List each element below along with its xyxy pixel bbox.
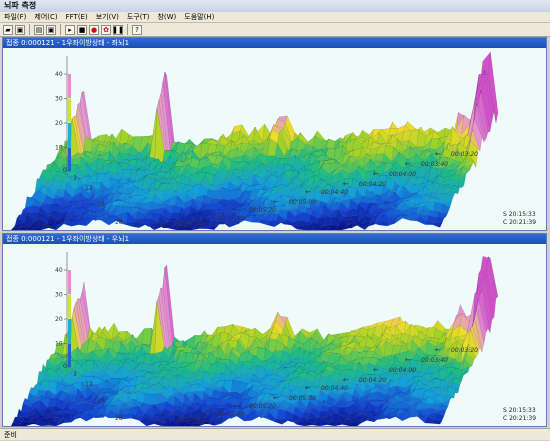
color-scale-swatch	[68, 343, 71, 368]
time-tick-label: 00:03:20	[451, 151, 478, 158]
menu-fft[interactable]: FFT(E)	[65, 13, 88, 21]
start-time-stamp: S 20:15:33	[503, 211, 536, 218]
menu-view[interactable]: 보기(V)	[95, 13, 119, 21]
time-tick-label: 00:04:20	[359, 377, 386, 384]
time-tick-label: 00:05:00	[289, 199, 316, 206]
pause-icon[interactable]: ❚❚	[112, 24, 124, 35]
frequency-tick-label: 12	[85, 185, 93, 192]
frequency-tick-label: 0	[63, 167, 67, 174]
amplitude-tick-label: 40	[55, 267, 63, 274]
time-arrow-icon: ←	[373, 170, 379, 178]
time-tick-label: 00:05:20	[249, 207, 276, 214]
time-arrow-icon: ←	[161, 416, 167, 424]
time-arrow-icon: ←	[233, 402, 239, 410]
menu-control[interactable]: 제어(C)	[34, 13, 58, 21]
time-arrow-icon: ←	[273, 394, 279, 402]
time-arrow-icon: ←	[233, 206, 239, 214]
window-title: 뇌파 측정	[0, 0, 550, 12]
current-time-stamp: C 20:21:39	[503, 415, 536, 422]
play-icon[interactable]: ▸	[65, 24, 75, 35]
time-arrow-icon: ←	[343, 180, 349, 188]
time-tick-label: 00:04:20	[359, 181, 386, 188]
color-scale-swatch	[68, 270, 71, 294]
menu-tools[interactable]: 도구(T)	[126, 13, 150, 21]
menu-help[interactable]: 도움말(H)	[184, 13, 215, 21]
time-tick-label: 00:05:00	[289, 395, 316, 402]
frequency-tick-label: 16	[97, 201, 105, 208]
amplitude-tick-label: 30	[55, 292, 63, 299]
frequency-tick-label: 3	[73, 175, 77, 182]
time-tick-label: 00:06:00	[177, 221, 204, 228]
amplitude-tick-label: 10	[55, 341, 63, 348]
help-icon[interactable]: ?	[132, 24, 142, 35]
time-tick-label: 00:05:20	[249, 403, 276, 410]
color-scale-swatch	[68, 319, 71, 343]
stop-icon[interactable]: ■	[77, 24, 87, 35]
time-arrow-icon: ←	[343, 376, 349, 384]
color-scale-swatch	[68, 98, 71, 123]
start-time-stamp: S 20:15:33	[503, 407, 536, 414]
toolbar-separator	[127, 24, 128, 35]
panel-title: 접종 0:000121 - 1우좌이방상태 - 좌뇌1	[3, 38, 546, 48]
toolbar: ▰ ▣ ▤ ▣ ▸ ■ ● ✿ ❚❚ ?	[0, 23, 550, 37]
time-tick-label: 00:04:00	[389, 367, 416, 374]
time-tick-label: 00:04:40	[321, 189, 348, 196]
color-scale-swatch	[68, 123, 71, 147]
menu-file[interactable]: 파일(F)	[4, 13, 27, 21]
save-icon[interactable]: ▣	[15, 24, 25, 35]
time-tick-label: 00:05:40	[217, 215, 244, 222]
time-arrow-icon: ←	[273, 198, 279, 206]
time-tick-label: 00:03:40	[421, 357, 448, 364]
time-arrow-icon: ←	[435, 150, 441, 158]
color-scale-swatch	[68, 74, 71, 98]
current-time-stamp: C 20:21:39	[503, 219, 536, 226]
time-arrow-icon: ←	[373, 366, 379, 374]
amplitude-tick-label: 20	[55, 316, 63, 323]
time-arrow-icon: ←	[405, 160, 411, 168]
time-arrow-icon: ←	[201, 214, 207, 222]
time-tick-label: 00:05:40	[217, 411, 244, 418]
time-arrow-icon: ←	[305, 384, 311, 392]
frequency-tick-label: 0	[63, 363, 67, 370]
menu-window[interactable]: 창(W)	[157, 13, 177, 21]
status-bar: 준비	[0, 428, 550, 440]
time-tick-label: 00:03:20	[451, 347, 478, 354]
settings-icon[interactable]: ✿	[101, 24, 111, 35]
spectrum-surface-cell	[432, 222, 443, 228]
frequency-tick-label: 28	[115, 415, 123, 422]
toolbar-separator	[60, 24, 61, 35]
panel-title: 접종 0:000121 - 1우좌이방상태 - 우뇌1	[3, 234, 546, 244]
right-brain-panel: 접종 0:000121 - 1우좌이방상태 - 우뇌1 40 30 20 10 0 3 12…	[2, 233, 547, 427]
time-tick-label: 00:03:40	[421, 161, 448, 168]
print-icon[interactable]: ▤	[34, 24, 44, 35]
color-scale-swatch	[68, 294, 71, 319]
frequency-tick-label: 3	[73, 371, 77, 378]
frequency-tick-label: 12	[85, 381, 93, 388]
amplitude-tick-label: 30	[55, 96, 63, 103]
save-as-icon[interactable]: ▣	[46, 24, 56, 35]
time-arrow-icon: ←	[161, 220, 167, 228]
frequency-tick-label: 28	[115, 219, 123, 226]
record-icon[interactable]: ●	[89, 24, 99, 35]
color-scale-swatch	[68, 147, 71, 172]
time-tick-label: 00:04:40	[321, 385, 348, 392]
time-arrow-icon: ←	[435, 346, 441, 354]
amplitude-tick-label: 20	[55, 120, 63, 127]
left-brain-panel: 접종 0:000121 - 1우좌이방상태 - 좌뇌1 40 30 20 10 0 3 12…	[2, 37, 547, 231]
menu-bar: 파일(F) 제어(C) FFT(E) 보기(V) 도구(T) 창(W) 도움말(…	[0, 12, 550, 23]
amplitude-tick-label: 10	[55, 145, 63, 152]
time-arrow-icon: ←	[305, 188, 311, 196]
frequency-tick-label: 16	[97, 397, 105, 404]
toolbar-separator	[29, 24, 30, 35]
amplitude-tick-label: 40	[55, 71, 63, 78]
time-tick-label: 00:04:00	[389, 171, 416, 178]
open-icon[interactable]: ▰	[3, 24, 13, 35]
time-tick-label: 00:06:00	[177, 417, 204, 424]
time-arrow-icon: ←	[405, 356, 411, 364]
